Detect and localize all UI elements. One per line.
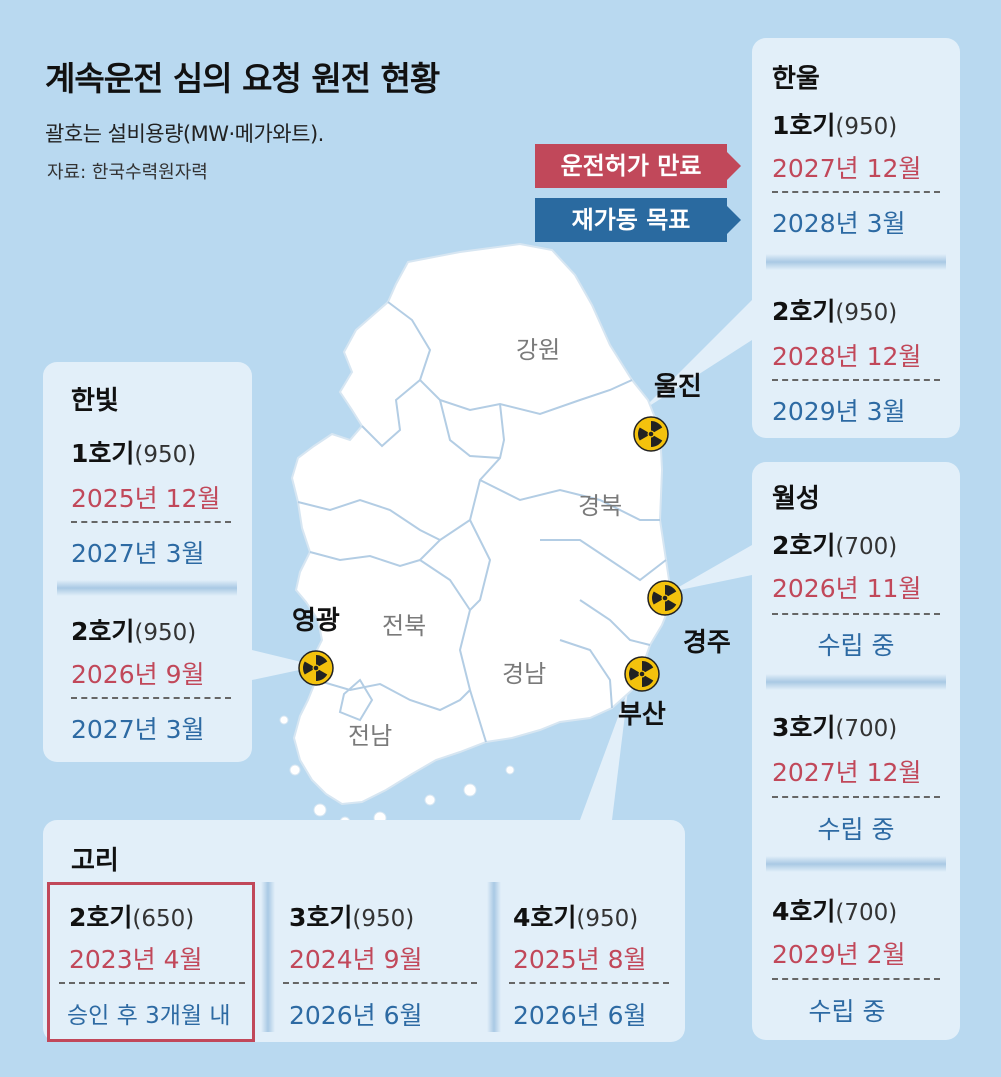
wolsong-unit-2-restart: 수립 중	[817, 631, 895, 660]
kori-panel: 고리 2호기(650) 2023년 4월 승인 후 3개월 내 3호기(950)…	[43, 820, 685, 1042]
hanbit-callout-pointer	[252, 650, 318, 680]
kori-unit-2-restart: 승인 후 3개월 내	[67, 1003, 231, 1029]
kori-unit-4-restart: 2026년 6월	[513, 1001, 647, 1030]
kori-unit-3-expiry: 2024년 9월	[289, 945, 423, 974]
hanul-unit-2: 2호기(950)	[772, 297, 898, 326]
hanbit-unit-1-restart: 2027년 3월	[71, 539, 205, 568]
kori-unit-3-restart: 2026년 6월	[289, 1001, 423, 1030]
divider	[772, 191, 940, 193]
region-label-gyeongnam: 경남	[502, 660, 547, 688]
column-separator	[261, 882, 275, 1032]
wolsong-unit-4-restart: 수립 중	[808, 997, 886, 1026]
region-label-jeonbuk: 전북	[382, 612, 427, 640]
column-separator	[487, 882, 501, 1032]
wolsong-unit-4-expiry: 2029년 2월	[772, 940, 906, 969]
hanul-callout-pointer	[640, 300, 752, 412]
wolsong-unit-3: 3호기(700)	[772, 713, 898, 742]
wolsong-title: 월성	[772, 484, 820, 514]
hanul-unit-1-restart: 2028년 3월	[772, 209, 906, 238]
divider	[772, 796, 940, 798]
hanbit-panel: 한빛 1호기(950) 2025년 12월 2027년 3월 2호기(950) …	[43, 362, 252, 762]
kori-unit-4: 4호기(950)	[513, 903, 639, 932]
legend-expiry-tag: 운전허가 만료	[535, 144, 741, 188]
hanul-title: 한울	[772, 64, 820, 94]
region-label-gangwon: 강원	[516, 336, 561, 364]
divider	[59, 982, 245, 984]
hanbit-unit-2: 2호기(950)	[71, 617, 197, 646]
kori-unit-3: 3호기(950)	[289, 903, 415, 932]
wolsong-callout-pointer	[670, 545, 752, 592]
city-label-uljin: 울진	[654, 372, 702, 402]
hanbit-unit-1-expiry: 2025년 12월	[71, 484, 221, 513]
city-label-yeonggwang: 영광	[292, 606, 340, 636]
source-note: 자료: 한국수력원자력	[47, 162, 208, 183]
divider	[772, 978, 940, 980]
kori-unit-2-expiry: 2023년 4월	[69, 945, 203, 974]
separator	[766, 674, 946, 690]
hanul-unit-2-expiry: 2028년 12월	[772, 342, 922, 371]
kori-title: 고리	[71, 846, 119, 876]
hanul-unit-1-expiry: 2027년 12월	[772, 154, 922, 183]
hanbit-unit-2-restart: 2027년 3월	[71, 715, 205, 744]
hanul-unit-1: 1호기(950)	[772, 111, 898, 140]
mainland-shape	[290, 242, 674, 806]
kori-unit-2: 2호기(650)	[69, 903, 195, 932]
city-label-gyeongju: 경주	[683, 628, 731, 658]
hanbit-unit-2-expiry: 2026년 9월	[71, 660, 205, 689]
wolsong-unit-3-expiry: 2027년 12월	[772, 758, 922, 787]
separator	[766, 856, 946, 872]
divider	[283, 982, 477, 984]
radiation-icon-yeonggwang	[298, 650, 334, 686]
hanul-panel: 한울 1호기(950) 2027년 12월 2028년 3월 2호기(950) …	[752, 38, 960, 438]
radiation-icon-gyeongju	[647, 580, 683, 616]
legend-restart-tag: 재가동 목표	[535, 198, 741, 242]
divider	[509, 982, 669, 984]
page-subtitle: 괄호는 설비용량(MW·메가와트).	[45, 122, 324, 146]
radiation-icon-busan	[624, 656, 660, 692]
wolsong-unit-2: 2호기(700)	[772, 531, 898, 560]
kori-unit-4-expiry: 2025년 8월	[513, 945, 647, 974]
region-label-gyeongbuk: 경북	[578, 492, 623, 520]
hanbit-unit-1: 1호기(950)	[71, 439, 197, 468]
kori-callout-pointer	[580, 690, 628, 820]
wolsong-panel: 월성 2호기(700) 2026년 11월 수립 중 3호기(700) 2027…	[752, 462, 960, 1040]
divider	[772, 379, 940, 381]
separator	[766, 254, 946, 270]
kori-unit-2-highlight-box	[47, 882, 255, 1042]
page-title: 계속운전 심의 요청 원전 현황	[45, 59, 440, 98]
hanul-unit-2-restart: 2029년 3월	[772, 397, 906, 426]
city-label-busan: 부산	[618, 700, 666, 730]
hanbit-title: 한빛	[71, 386, 119, 416]
divider	[772, 613, 940, 615]
wolsong-unit-3-restart: 수립 중	[817, 815, 895, 844]
divider	[71, 697, 231, 699]
radiation-icon-uljin	[633, 416, 669, 452]
separator	[57, 580, 237, 596]
divider	[71, 521, 231, 523]
wolsong-unit-2-expiry: 2026년 11월	[772, 574, 922, 603]
wolsong-unit-4: 4호기(700)	[772, 897, 898, 926]
region-label-jeonnam: 전남	[348, 722, 393, 750]
